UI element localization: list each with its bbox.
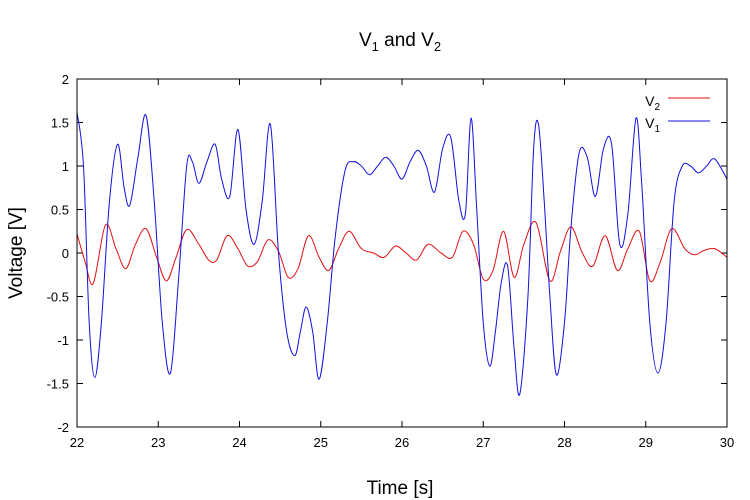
x-tick-label: 23 — [151, 435, 165, 450]
y-ticks: 2 1.5 1 0.5 0 -0.5 -1 -1.5 -2 — [47, 72, 727, 435]
title-base: V — [359, 30, 372, 51]
x-tick-label: 25 — [314, 435, 328, 450]
title-sub1: 1 — [372, 39, 379, 54]
y-tick-label: 2 — [62, 72, 69, 87]
legend-label-v1: V1 — [645, 115, 660, 135]
legend-v2-sub: 2 — [654, 102, 660, 113]
y-axis-label: Voltage [V] — [6, 207, 27, 299]
series-line-v2 — [77, 220, 727, 286]
legend-v2-base: V — [645, 93, 655, 109]
title-base2: V — [421, 30, 434, 51]
legend-v1-sub: 1 — [654, 124, 660, 135]
title-joiner: and — [379, 30, 421, 51]
x-tick-label: 28 — [557, 435, 571, 450]
plot-frame — [76, 78, 728, 428]
y-tick-label: 1.5 — [51, 116, 69, 131]
x-tick-label: 29 — [639, 435, 653, 450]
y-tick-label: 1 — [62, 159, 69, 174]
y-tick-label: -0.5 — [47, 290, 69, 305]
series-group — [77, 112, 727, 396]
chart-title: V1 and V2 — [359, 30, 441, 54]
y-tick-label: 0 — [62, 246, 69, 261]
x-axis-label: Time [s] — [367, 478, 434, 499]
y-tick-label: -1.5 — [47, 377, 69, 392]
y-tick-label: 0.5 — [51, 203, 69, 218]
y-tick-label: -1 — [57, 333, 69, 348]
x-tick-label: 27 — [476, 435, 490, 450]
x-tick-label: 26 — [395, 435, 409, 450]
x-ticks: 22 23 24 25 26 27 28 29 30 — [70, 79, 734, 450]
legend: V2 V1 — [645, 93, 710, 135]
series-line-v1 — [77, 112, 727, 396]
x-tick-label: 22 — [70, 435, 84, 450]
x-tick-label: 30 — [720, 435, 734, 450]
x-tick-label: 24 — [232, 435, 246, 450]
title-sub2: 2 — [434, 39, 441, 54]
y-tick-label: -2 — [57, 420, 69, 435]
legend-label-v2: V2 — [645, 93, 660, 113]
legend-v1-base: V — [645, 115, 655, 131]
